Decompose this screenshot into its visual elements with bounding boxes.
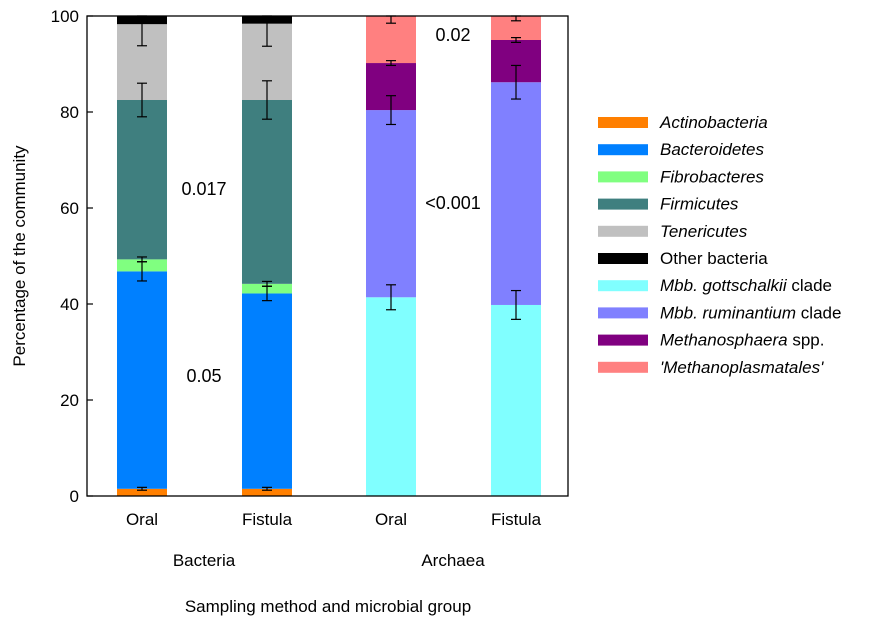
bar-archaea-fistula [491, 15, 541, 496]
p-value-annotation: <0.001 [425, 193, 481, 213]
x-tick-label: Fistula [242, 510, 293, 529]
legend-swatch [598, 117, 648, 128]
x-tick-label: Fistula [491, 510, 542, 529]
segment-actinobacteria [117, 488, 167, 496]
p-value-annotation: 0.05 [186, 366, 221, 386]
group-label: Archaea [421, 551, 485, 570]
y-tick-label: 80 [60, 103, 79, 122]
error-bar [262, 280, 272, 287]
error-bar [386, 284, 396, 311]
bar-archaea-oral [366, 15, 416, 496]
legend-item: Mbb. ruminantium clade [598, 303, 841, 322]
legend-item: Tenericutes [598, 222, 748, 241]
legend-label: Actinobacteria [659, 113, 768, 132]
legend-label: Bacteroidetes [660, 140, 764, 159]
legend-swatch [598, 361, 648, 373]
segment-mbb-ruminantium-clade [491, 82, 541, 305]
legend-item: 'Methanoplasmatales' [598, 358, 824, 377]
y-axis-title: Percentage of the community [10, 145, 29, 367]
bar-bacteria-fistula [242, 15, 292, 496]
y-axis: 0 20 40 60 80 100 [51, 7, 93, 506]
x-tick-label: Oral [375, 510, 407, 529]
y-tick-label: 20 [60, 391, 79, 410]
legend-item: Actinobacteria [598, 113, 768, 132]
segment-actinobacteria [242, 488, 292, 496]
x-tick-label: Oral [126, 510, 158, 529]
y-tick-label: 100 [51, 7, 79, 26]
error-bar [386, 60, 396, 67]
legend-swatch [598, 253, 648, 264]
legend-label: Mbb. gottschalkii clade [660, 276, 832, 295]
segment-methanoplasmatales [366, 16, 416, 64]
legend-swatch [598, 307, 648, 319]
plot-frame [86, 15, 569, 497]
y-tick-label: 40 [60, 295, 79, 314]
segment-mbb-gottschalkii-clade [366, 297, 416, 496]
error-bar [137, 82, 147, 118]
legend-swatch [598, 144, 648, 156]
legend-label: 'Methanoplasmatales' [660, 358, 824, 377]
legend-item: Fibrobacteres [598, 167, 764, 186]
p-value-annotation: 0.02 [435, 25, 470, 45]
bar-bacteria-oral [117, 15, 167, 496]
segment-firmicutes [242, 100, 292, 284]
legend-item: Mbb. gottschalkii clade [598, 276, 832, 295]
y-tick-label: 60 [60, 199, 79, 218]
segment-mbb-ruminantium-clade [366, 110, 416, 298]
legend-item: Other bacteria [598, 249, 768, 268]
group-label: Bacteria [173, 551, 236, 570]
error-bar [511, 36, 521, 44]
legend: Actinobacteria Bacteroidetes Fibrobacteres… [598, 113, 841, 377]
legend-label: Tenericutes [660, 222, 748, 241]
legend-swatch [598, 334, 648, 346]
error-bar [386, 95, 396, 126]
legend-swatch [598, 171, 648, 183]
legend-swatch [598, 280, 648, 292]
x-axis-title: Sampling method and microbial group [185, 597, 471, 616]
legend-label: Methanosphaera spp. [660, 331, 824, 350]
segment-mbb-gottschalkii-clade [491, 304, 541, 496]
segment-bacteroidetes [242, 293, 292, 489]
error-bar [137, 486, 147, 491]
legend-swatch [598, 198, 648, 210]
error-bar [262, 486, 272, 491]
p-value-annotation: 0.017 [181, 179, 226, 199]
legend-label: Mbb. ruminantium clade [660, 303, 841, 322]
legend-label: Other bacteria [660, 249, 768, 268]
segment-bacteroidetes [117, 271, 167, 489]
legend-label: Firmicutes [660, 195, 739, 214]
legend-item: Firmicutes [598, 195, 739, 214]
error-bar [262, 80, 272, 120]
error-bar [137, 256, 147, 263]
error-bar [511, 289, 521, 320]
legend-label: Fibrobacteres [660, 167, 764, 186]
legend-item: Bacteroidetes [598, 140, 764, 159]
legend-item: Methanosphaera spp. [598, 331, 824, 350]
error-bar [511, 64, 521, 100]
y-tick-label: 0 [70, 487, 79, 506]
legend-swatch [598, 225, 648, 237]
segment-firmicutes [117, 100, 167, 260]
